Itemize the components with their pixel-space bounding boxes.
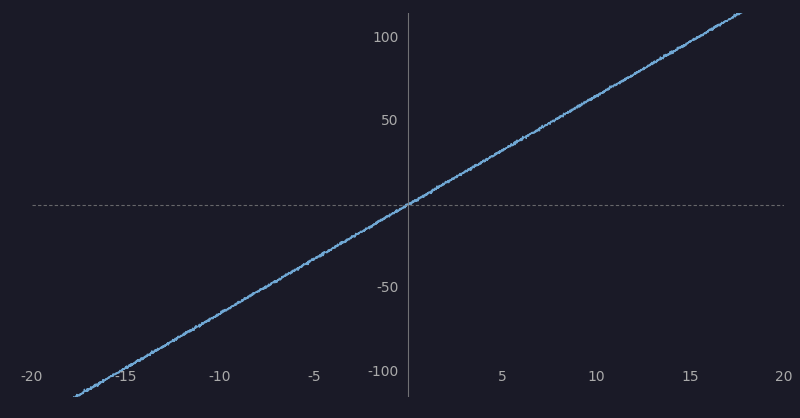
Text: 50: 50 — [381, 114, 398, 128]
Text: -100: -100 — [367, 365, 398, 379]
Text: 10: 10 — [587, 370, 605, 384]
Text: -50: -50 — [376, 281, 398, 296]
Text: 20: 20 — [775, 370, 793, 384]
Text: -5: -5 — [307, 370, 321, 384]
Text: -20: -20 — [21, 370, 43, 384]
Text: -15: -15 — [114, 370, 138, 384]
Text: 5: 5 — [498, 370, 506, 384]
Text: 15: 15 — [681, 370, 699, 384]
Text: 100: 100 — [372, 31, 398, 45]
Text: -10: -10 — [209, 370, 231, 384]
